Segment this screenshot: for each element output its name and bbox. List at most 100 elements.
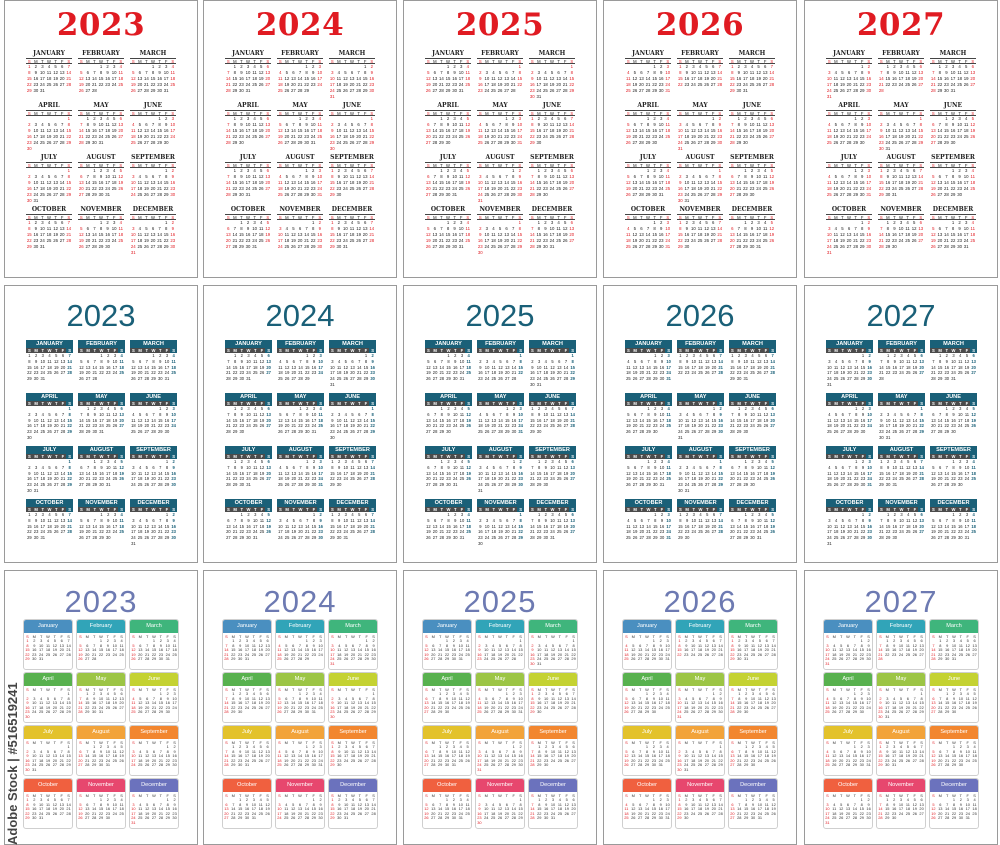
day-cell: 23 [866, 238, 872, 243]
day-cell: 19 [119, 470, 124, 476]
day-cell: 17 [484, 529, 490, 535]
month-name: OCTOBER [31, 206, 67, 213]
day-cell: 14 [85, 180, 91, 185]
day-cell: 12 [53, 70, 58, 75]
day-cell: 13 [362, 226, 368, 231]
day-cell: 19 [131, 370, 136, 376]
day-cell [342, 192, 349, 198]
day-cell: 25 [665, 134, 671, 139]
day-cell [39, 146, 46, 150]
weekday-label: S [478, 348, 482, 353]
weekday-label: M [34, 215, 38, 219]
day-cell: 14 [157, 232, 162, 237]
day-cell: 26 [79, 376, 84, 382]
day-cell: 25 [697, 82, 703, 87]
day-cell: 8 [233, 464, 237, 470]
weekday-label: T [854, 111, 857, 115]
day-cell: 10 [33, 180, 39, 185]
day-cell [369, 435, 376, 441]
weekday-label: T [240, 348, 244, 353]
day-cell: 31 [950, 88, 956, 93]
day-cell: 12 [562, 174, 568, 179]
weekday-label: S [131, 163, 135, 167]
day-cell: 23 [743, 134, 748, 139]
day-cell: 27 [266, 476, 271, 482]
day-cell [39, 198, 46, 202]
weekday-label: T [854, 59, 857, 63]
day-cell: 21 [432, 186, 438, 191]
day-cell: 24 [130, 192, 136, 197]
day-cell: 19 [46, 134, 52, 139]
day-cell: 29 [918, 140, 924, 145]
day-cell: 13 [504, 364, 510, 370]
day-cell: 17 [130, 238, 136, 243]
weekday-label: W [446, 215, 450, 219]
weekday-label: S [265, 454, 272, 459]
day-cell: 20 [362, 232, 368, 237]
weekday-label: S [330, 111, 334, 115]
day-cell: 14 [92, 76, 97, 81]
day-cell: 23 [246, 529, 251, 535]
month-name: JULY [639, 154, 657, 161]
weekday-label: T [357, 454, 361, 459]
day-cell: 14 [432, 180, 438, 185]
day-cell: 26 [625, 192, 631, 197]
day-cell: 18 [118, 232, 124, 237]
day-cell [904, 146, 911, 150]
day-cell: 14 [639, 180, 644, 185]
day-cell: 8 [28, 70, 31, 75]
week-row: 26 27 28 29 30 31 [930, 244, 976, 250]
day-cell: 4 [685, 122, 689, 127]
day-cell: 15 [736, 128, 742, 133]
day-cell: 5 [467, 459, 470, 464]
day-cell: 2 [518, 168, 521, 173]
weekday-label: S [570, 111, 574, 115]
day-cell: 9 [172, 464, 175, 470]
day-cell: 26 [131, 376, 136, 382]
day-cell: 26 [349, 140, 355, 145]
weekday-label: T [440, 348, 444, 353]
day-cell: 27 [918, 82, 924, 87]
day-cell: 31 [517, 140, 523, 145]
day-cell: 23 [336, 529, 342, 535]
day-cell [517, 488, 524, 494]
day-cell: 8 [537, 226, 541, 231]
day-cell: 6 [358, 411, 361, 417]
day-cell: 30 [452, 88, 457, 93]
day-cell: 19 [266, 523, 271, 529]
week-row: 8 9 10 11 12 13 14 [329, 174, 375, 180]
day-cell: 27 [569, 186, 575, 191]
day-cell: 3 [692, 220, 695, 225]
day-cell: 14 [157, 523, 163, 529]
day-cell: 9 [453, 226, 456, 231]
weekday-label: T [640, 163, 643, 167]
day-cell: 17 [277, 238, 283, 243]
day-cell: 18 [543, 82, 548, 87]
week-row: 25 26 27 28 29 30 31 [477, 140, 523, 146]
day-cell: 7 [564, 358, 568, 364]
day-cell: 23 [33, 82, 39, 87]
day-cell: 29 [937, 88, 943, 93]
day-cell: 25 [625, 88, 631, 93]
day-cell: 20 [639, 238, 644, 243]
weekday-label: S [278, 163, 282, 167]
day-cell: 16 [658, 232, 664, 237]
day-cell: 19 [625, 134, 631, 139]
day-cell: 5 [633, 70, 637, 75]
weekday-label: S [278, 507, 282, 512]
week-row: 21 22 23 24 25 26 27 [225, 186, 271, 192]
week-row: 8 9 10 11 12 13 14 [26, 226, 72, 232]
day-cell: 1 [440, 406, 443, 411]
day-cell: 20 [762, 76, 768, 81]
day-cell: 20 [632, 186, 638, 191]
day-cell: 4 [48, 512, 51, 517]
day-cell: 14 [226, 364, 231, 370]
weekday-label: F [260, 401, 264, 406]
day-cell: 19 [130, 82, 136, 87]
day-cell: 15 [92, 180, 97, 185]
day-cell [362, 244, 369, 250]
weekday-label: T [640, 59, 643, 63]
